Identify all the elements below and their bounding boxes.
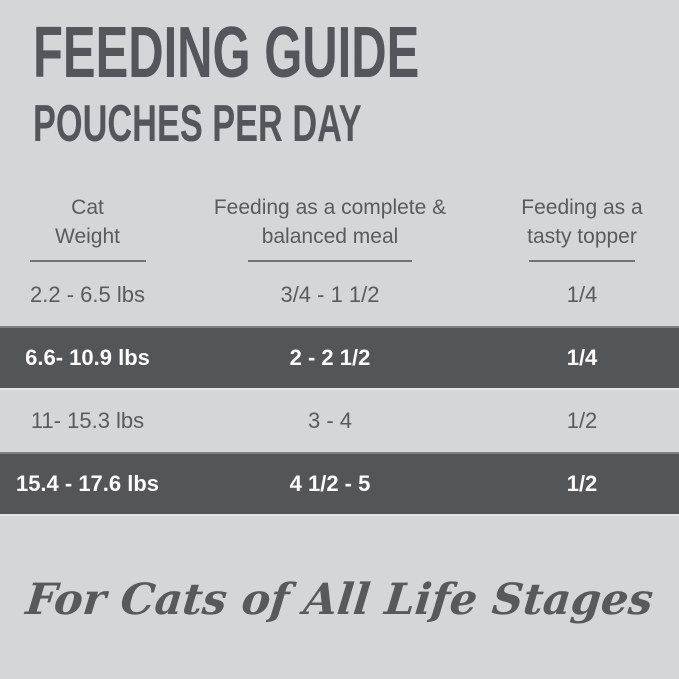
cell-complete-meal: 2 - 2 1/2 bbox=[289, 345, 371, 370]
table-row: 2.2 - 6.5 lbs 3/4 - 1 1/2 1/4 bbox=[0, 264, 679, 326]
feeding-table: Cat Weight Feeding as a complete & balan… bbox=[0, 190, 679, 516]
column-header-line: balanced meal bbox=[261, 225, 399, 248]
header-underline bbox=[529, 260, 635, 262]
column-header-line: Feeding as a complete & bbox=[213, 196, 447, 219]
column-header-line: Feeding as a bbox=[521, 196, 643, 219]
page-title: FEEDING GUIDE bbox=[33, 13, 420, 93]
cell-tasty-topper: 1/4 bbox=[566, 345, 598, 370]
column-header-line: Weight bbox=[55, 225, 120, 248]
cell-tasty-topper: 1/2 bbox=[566, 471, 598, 496]
cell-complete-meal: 4 1/2 - 5 bbox=[289, 471, 371, 496]
header-underline bbox=[248, 260, 412, 262]
cell-complete-meal: 3/4 - 1 1/2 bbox=[280, 282, 380, 307]
title-block: FEEDING GUIDE POUCHES PER DAY bbox=[33, 16, 601, 150]
tagline-script: For Cats of All Life Stages bbox=[23, 575, 656, 625]
cell-cat-weight: 11- 15.3 lbs bbox=[30, 408, 145, 433]
cell-tasty-topper: 1/4 bbox=[566, 282, 598, 307]
cell-tasty-topper: 1/2 bbox=[566, 408, 598, 433]
cell-cat-weight: 6.6- 10.9 lbs bbox=[25, 345, 150, 370]
column-header-complete-meal: Feeding as a complete & balanced meal bbox=[175, 190, 485, 262]
column-header-cat-weight: Cat Weight bbox=[0, 190, 175, 262]
cell-cat-weight: 15.4 - 17.6 lbs bbox=[15, 471, 160, 496]
table-row: 11- 15.3 lbs 3 - 4 1/2 bbox=[0, 390, 679, 452]
column-header-line: tasty topper bbox=[527, 225, 637, 248]
table-row-highlighted: 6.6- 10.9 lbs 2 - 2 1/2 1/4 bbox=[0, 326, 679, 390]
cell-cat-weight: 2.2 - 6.5 lbs bbox=[30, 282, 145, 307]
table-row-highlighted: 15.4 - 17.6 lbs 4 1/2 - 5 1/2 bbox=[0, 452, 679, 516]
header-underline bbox=[29, 260, 146, 262]
table-header-row: Cat Weight Feeding as a complete & balan… bbox=[0, 190, 679, 264]
column-header-tasty-topper: Feeding as a tasty topper bbox=[485, 190, 679, 262]
column-header-line: Cat bbox=[71, 196, 104, 219]
cell-complete-meal: 3 - 4 bbox=[307, 408, 353, 433]
page-subtitle: POUCHES PER DAY bbox=[33, 94, 362, 153]
